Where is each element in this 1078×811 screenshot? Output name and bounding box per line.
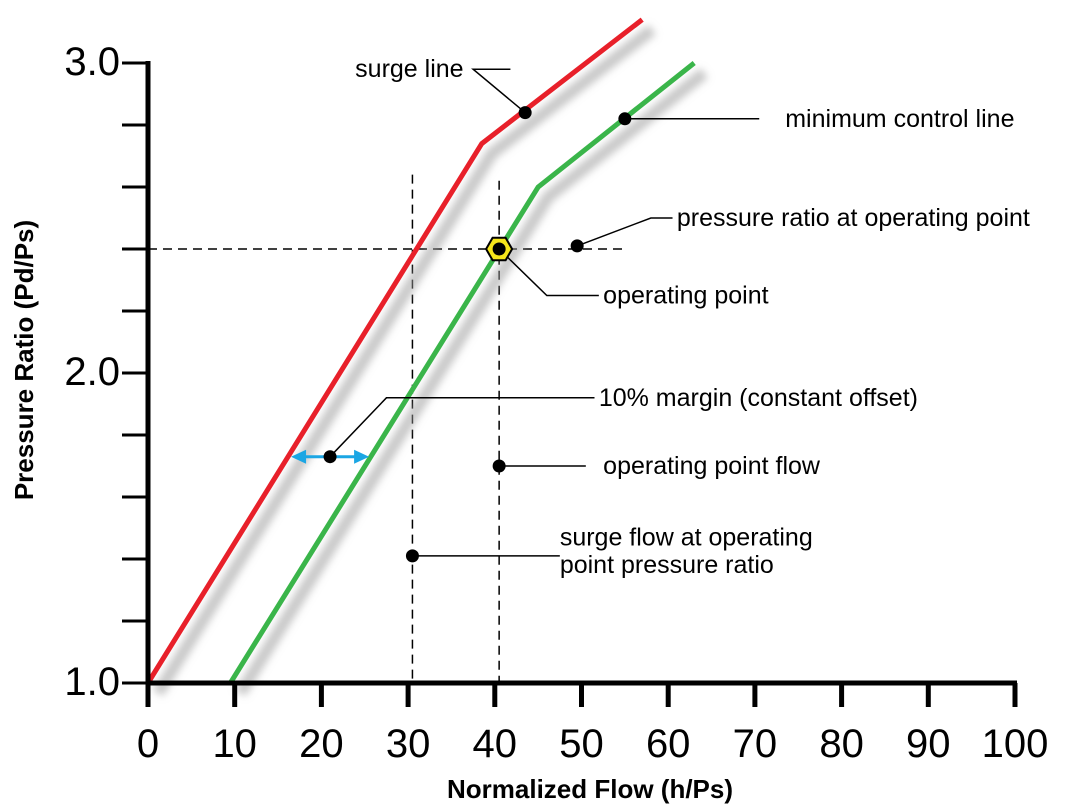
surge-line-shadow — [152, 24, 656, 697]
axis-titles: Normalized Flow (h/Ps) Pressure Ratio (P… — [9, 220, 733, 804]
x-tick-label: 0 — [137, 722, 159, 766]
annotation-dot — [518, 106, 532, 120]
x-tick-label: 100 — [982, 722, 1049, 766]
y-axis-title: Pressure Ratio (Pd/Ps) — [9, 220, 39, 500]
control-line-shadow — [235, 68, 708, 697]
margin-arrow-left-head — [291, 449, 307, 464]
annotations: surge line minimum control line pressure r… — [291, 55, 1030, 579]
surge-line — [145, 17, 644, 685]
annotation-label: surge flow at operating — [560, 523, 813, 551]
margin-arrow-right-head — [354, 449, 370, 464]
annotation-leader — [498, 248, 599, 297]
annotation-dot — [492, 242, 506, 256]
annotation-label: surge line — [355, 55, 463, 83]
annotation-dot — [405, 549, 419, 563]
data-series — [145, 17, 708, 697]
annotation-label: pressure ratio at operating point — [677, 204, 1030, 232]
x-tick-label: 80 — [819, 722, 864, 766]
annotation-dot — [323, 450, 337, 464]
x-tick-label: 20 — [299, 722, 344, 766]
y-tick-label: 3.0 — [64, 40, 120, 84]
control-line — [228, 61, 696, 685]
y-tick-label: 1.0 — [64, 660, 120, 704]
x-tick-label: 30 — [386, 722, 431, 766]
x-axis-title: Normalized Flow (h/Ps) — [447, 774, 733, 804]
x-tick-label: 60 — [646, 722, 691, 766]
y-tick-label: 2.0 — [64, 350, 120, 394]
x-tick-label: 70 — [733, 722, 778, 766]
annotation-dot — [492, 459, 506, 473]
annotation-label: point pressure ratio — [560, 551, 774, 579]
annotation-label: 10% margin (constant offset) — [599, 384, 918, 412]
annotation-leader — [471, 68, 526, 114]
axes: 0 10 20 30 40 50 60 70 80 90 100 1.0 2.0 3.0 — [64, 40, 1048, 766]
annotation-label: operating point — [603, 282, 768, 310]
annotation-dot — [618, 112, 632, 126]
annotation-dot — [570, 239, 584, 253]
x-tick-label: 50 — [559, 722, 604, 766]
annotation-label: minimum control line — [785, 105, 1014, 133]
annotation-leader — [576, 217, 673, 247]
annotation-label: operating point flow — [603, 452, 821, 480]
reference-lines — [148, 174, 625, 683]
annotation-leader — [329, 397, 595, 458]
x-tick-label: 10 — [212, 722, 257, 766]
x-tick-label: 40 — [473, 722, 518, 766]
x-tick-label: 90 — [906, 722, 951, 766]
